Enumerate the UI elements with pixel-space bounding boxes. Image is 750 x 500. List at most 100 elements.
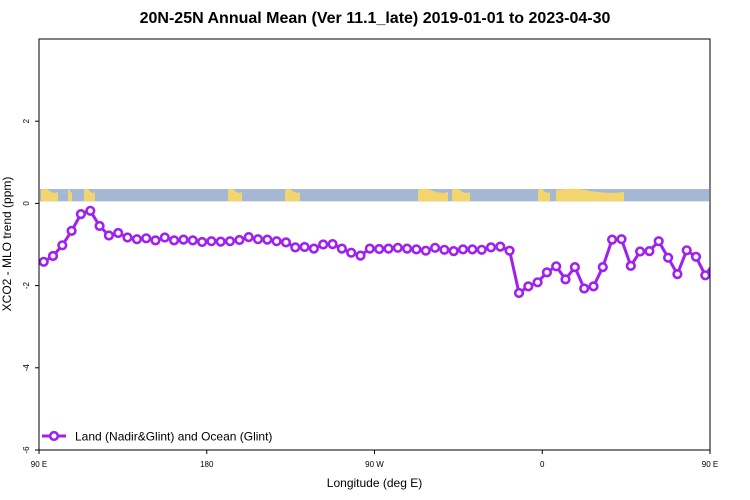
land-patch-1: [68, 188, 72, 202]
chart-title: 20N-25N Annual Mean (Ver 11.1_late) 2019…: [139, 10, 611, 27]
data-point-55: [551, 261, 562, 272]
data-point-51: [513, 287, 525, 299]
data-point-22: [243, 232, 254, 243]
land-patch-2: [84, 188, 95, 202]
data-point-15: [178, 234, 189, 245]
data-point-13: [159, 232, 170, 243]
data-point-18: [206, 236, 217, 247]
data-point-74: [730, 242, 738, 250]
data-point-36: [374, 243, 385, 255]
data-point-63: [625, 260, 636, 272]
x-tick-label-4: 90 E: [702, 460, 718, 469]
data-point-11: [141, 233, 152, 244]
data-point-70: [690, 251, 702, 262]
data-point-8: [113, 227, 124, 239]
data-point-6: [94, 220, 105, 232]
data-point-9: [122, 232, 133, 243]
series-0: [39, 205, 747, 299]
y-axis-label: XCO2 - MLO trend (ppm): [0, 177, 14, 312]
land-patch-0: [41, 188, 58, 202]
data-point-61: [606, 234, 618, 245]
data-point-44: [448, 246, 459, 257]
land-patch-3: [228, 188, 242, 202]
data-point-0: [39, 256, 49, 267]
land-patch-4: [285, 188, 300, 202]
data-point-20: [224, 236, 236, 247]
data-point-17: [197, 236, 208, 248]
x-tick-label-3: 0: [540, 460, 545, 469]
y-tick-label-1: -4: [22, 364, 31, 372]
data-point-25: [271, 236, 282, 247]
data-point-1: [47, 250, 59, 262]
land-patch-6: [452, 188, 470, 202]
data-point-38: [392, 242, 403, 253]
data-point-24: [262, 234, 273, 245]
data-point-65: [644, 246, 655, 257]
data-point-29: [308, 243, 320, 254]
data-point-27: [290, 242, 301, 253]
data-point-3: [66, 225, 77, 236]
data-point-42: [430, 242, 441, 253]
y-tick-label-3: 0: [22, 201, 31, 206]
legend: Land (Nadir&Glint) and Ocean (Glint): [42, 430, 272, 444]
data-point-59: [588, 281, 599, 292]
land-patch-8: [556, 188, 624, 202]
data-point-21: [234, 234, 245, 246]
data-point-53: [532, 277, 543, 288]
data-point-31: [327, 239, 338, 250]
data-point-14: [169, 235, 180, 246]
data-point-69: [681, 245, 692, 256]
data-point-7: [103, 230, 114, 241]
data-point-4: [75, 209, 86, 220]
data-point-47: [476, 244, 487, 255]
data-point-52: [523, 281, 534, 292]
x-tick-label-0: 90 E: [31, 460, 47, 469]
data-point-37: [383, 243, 394, 254]
data-point-28: [299, 241, 310, 253]
data-point-68: [672, 269, 683, 280]
data-point-67: [662, 252, 674, 263]
data-point-26: [280, 237, 292, 248]
data-point-54: [541, 267, 553, 278]
legend-entry-label: Land (Nadir&Glint) and Ocean (Glint): [75, 430, 272, 444]
data-point-34: [355, 250, 366, 261]
data-point-62: [616, 234, 627, 245]
y-tick-label-0: -6: [22, 446, 31, 454]
data-point-10: [131, 234, 142, 245]
data-point-60: [597, 262, 608, 273]
data-point-32: [336, 243, 348, 254]
data-point-43: [439, 244, 450, 255]
y-tick-label-2: -2: [22, 281, 31, 289]
data-point-66: [653, 236, 664, 247]
data-point-2: [57, 240, 68, 251]
land-patch-5: [418, 188, 448, 202]
x-tick-label-2: 90 W: [365, 460, 384, 469]
data-point-71: [700, 270, 710, 281]
data-point-16: [187, 235, 198, 246]
data-point-45: [457, 244, 469, 255]
data-point-40: [411, 244, 422, 255]
data-point-19: [215, 236, 226, 247]
data-point-57: [569, 262, 581, 273]
data-point-23: [252, 234, 264, 245]
series-layer: [39, 205, 747, 299]
data-point-64: [634, 246, 646, 257]
data-point-39: [402, 243, 413, 254]
y-tick-label-4: 2: [22, 118, 31, 123]
land-patch-7: [538, 188, 550, 202]
data-point-75: [739, 228, 747, 236]
data-point-73: [720, 252, 728, 260]
data-point-5: [85, 205, 96, 216]
data-point-48: [485, 242, 497, 253]
data-point-41: [420, 245, 431, 256]
data-point-58: [579, 283, 590, 294]
axis-ticks: 90 E 180 90 W 0 90 E-6-4-202: [22, 118, 718, 469]
data-point-72: [709, 259, 710, 264]
x-axis-label: Longitude (deg E): [327, 476, 422, 490]
data-point-30: [318, 239, 329, 250]
data-point-50: [504, 245, 515, 256]
data-point-49: [495, 241, 506, 252]
x-tick-label-1: 180: [200, 460, 214, 469]
data-point-33: [346, 247, 357, 258]
